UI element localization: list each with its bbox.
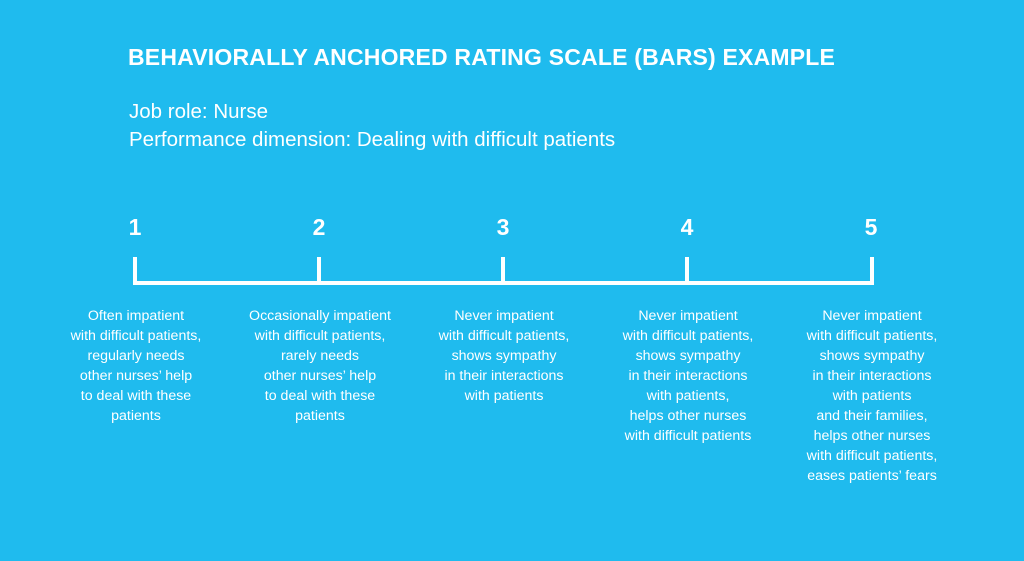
scale-number-3: 3 xyxy=(496,214,510,240)
scale-description-4: Never impatient with difficult patients,… xyxy=(622,308,754,444)
scale-number-2: 2 xyxy=(312,214,326,240)
scale-description-5: Never impatient with difficult patients,… xyxy=(806,308,938,484)
page-title: BEHAVIORALLY ANCHORED RATING SCALE (BARS… xyxy=(128,44,836,70)
scale-description-3: Never impatient with difficult patients,… xyxy=(438,308,570,404)
scale-tick-1 xyxy=(133,257,137,285)
scale-tick-5 xyxy=(870,257,874,285)
scale-description-2: Occasionally impatient with difficult pa… xyxy=(249,308,391,424)
scale-tick-2 xyxy=(317,257,321,285)
scale-tick-4 xyxy=(685,257,689,285)
performance-dimension: Performance dimension: Dealing with diff… xyxy=(129,128,616,151)
scale-number-5: 5 xyxy=(864,214,878,240)
scale-tick-3 xyxy=(501,257,505,285)
job-role: Job role: Nurse xyxy=(129,100,269,123)
scale-description-1: Often impatient with difficult patients,… xyxy=(70,308,202,424)
scale-number-4: 4 xyxy=(680,214,694,240)
scale-number-1: 1 xyxy=(128,214,142,240)
